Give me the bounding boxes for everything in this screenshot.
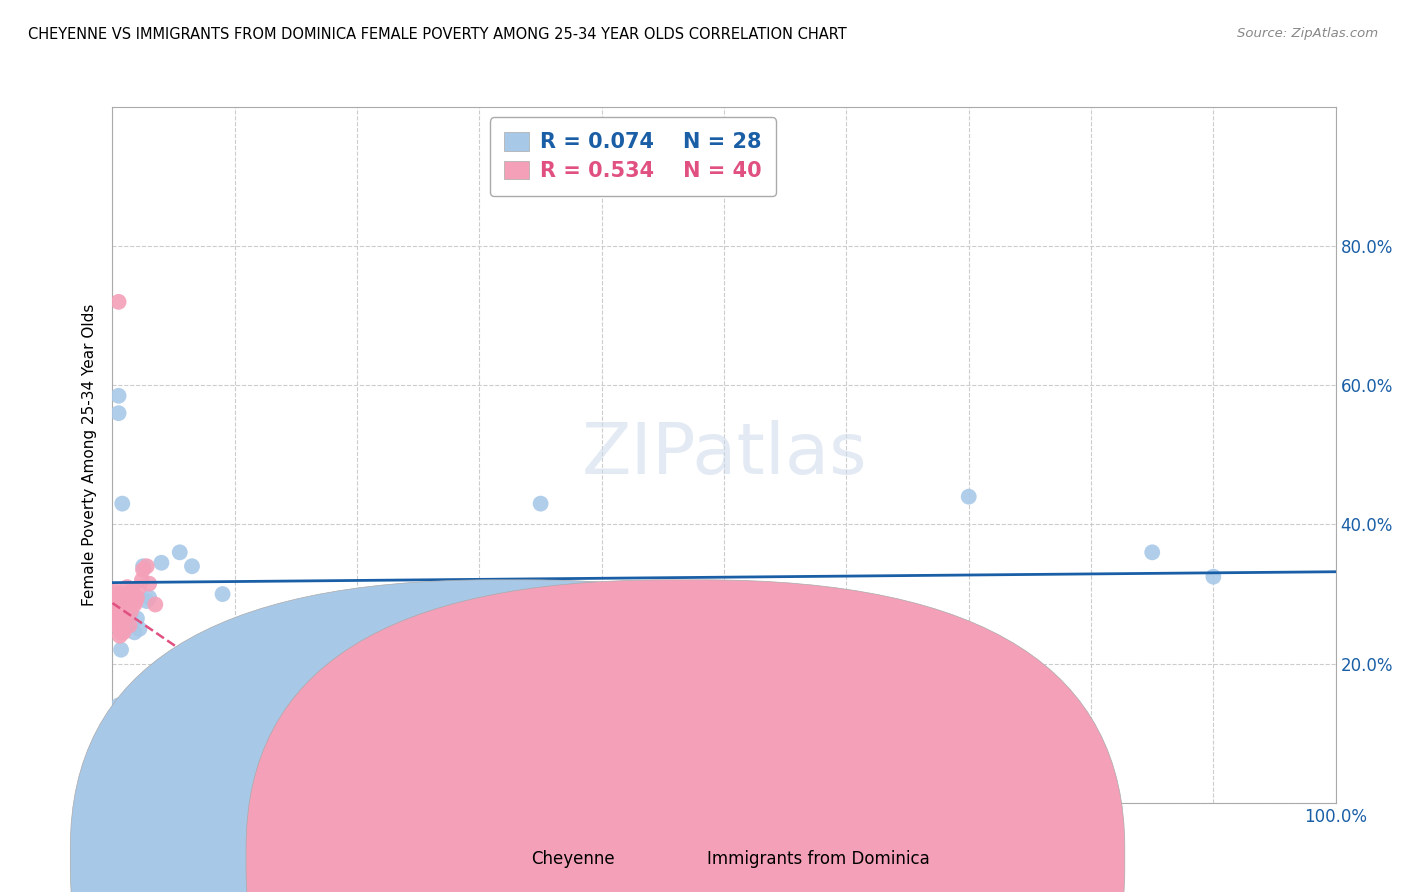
Y-axis label: Female Poverty Among 25-34 Year Olds: Female Poverty Among 25-34 Year Olds: [82, 304, 97, 606]
Text: Cheyenne: Cheyenne: [531, 850, 614, 868]
Point: [125, 611, 148, 625]
Legend: R = 0.074    N = 28, R = 0.534    N = 40: R = 0.074 N = 28, R = 0.534 N = 40: [489, 118, 776, 196]
Point: [529, 497, 551, 511]
Point: [107, 611, 129, 625]
Point: [957, 490, 980, 504]
Point: [128, 622, 150, 636]
Point: [1018, 674, 1040, 689]
Point: [112, 625, 135, 640]
Point: [105, 618, 128, 632]
Point: [169, 545, 191, 559]
Point: [112, 611, 135, 625]
Point: [114, 607, 136, 622]
Point: [132, 563, 155, 577]
Point: [107, 294, 129, 309]
Point: [111, 615, 134, 629]
Point: [138, 576, 160, 591]
Point: [111, 605, 134, 619]
Point: [567, 607, 589, 622]
Point: [125, 591, 148, 605]
Point: [103, 601, 125, 615]
Point: [120, 605, 142, 619]
Point: [117, 587, 139, 601]
Point: [110, 605, 132, 619]
Point: [111, 594, 134, 608]
Point: [105, 601, 128, 615]
Point: [128, 723, 150, 737]
Point: [117, 591, 139, 605]
Point: [105, 607, 128, 622]
Point: [181, 559, 204, 574]
Point: [111, 497, 134, 511]
Point: [124, 719, 146, 733]
Point: [128, 580, 150, 594]
Point: [1202, 570, 1225, 584]
Point: [121, 733, 143, 747]
Point: [104, 607, 127, 622]
Text: CHEYENNE VS IMMIGRANTS FROM DOMINICA FEMALE POVERTY AMONG 25-34 YEAR OLDS CORREL: CHEYENNE VS IMMIGRANTS FROM DOMINICA FEM…: [28, 27, 846, 42]
Point: [107, 598, 129, 612]
Point: [107, 389, 129, 403]
Point: [118, 618, 141, 632]
Point: [1142, 545, 1164, 559]
Text: Source: ZipAtlas.com: Source: ZipAtlas.com: [1237, 27, 1378, 40]
Point: [135, 594, 157, 608]
Point: [112, 737, 135, 751]
Point: [110, 642, 132, 657]
Point: [121, 618, 143, 632]
Point: [138, 591, 160, 605]
Point: [143, 598, 166, 612]
Point: [132, 708, 155, 723]
Point: [107, 698, 129, 713]
Point: [103, 591, 125, 605]
Point: [125, 594, 148, 608]
Point: [114, 591, 136, 605]
Point: [115, 587, 138, 601]
Point: [124, 598, 146, 612]
Point: [105, 587, 128, 601]
Point: [131, 573, 153, 587]
Point: [114, 598, 136, 612]
Point: [108, 629, 131, 643]
Text: Immigrants from Dominica: Immigrants from Dominica: [707, 850, 929, 868]
Point: [135, 559, 157, 574]
Point: [121, 583, 143, 598]
Point: [108, 618, 131, 632]
Point: [124, 625, 146, 640]
Point: [107, 406, 129, 420]
Text: ZIPatlas: ZIPatlas: [581, 420, 868, 490]
Point: [211, 587, 233, 601]
Point: [115, 607, 138, 622]
Point: [104, 583, 127, 598]
Point: [120, 607, 142, 622]
Point: [150, 556, 173, 570]
Point: [110, 625, 132, 640]
Point: [115, 580, 138, 594]
Point: [132, 559, 155, 574]
